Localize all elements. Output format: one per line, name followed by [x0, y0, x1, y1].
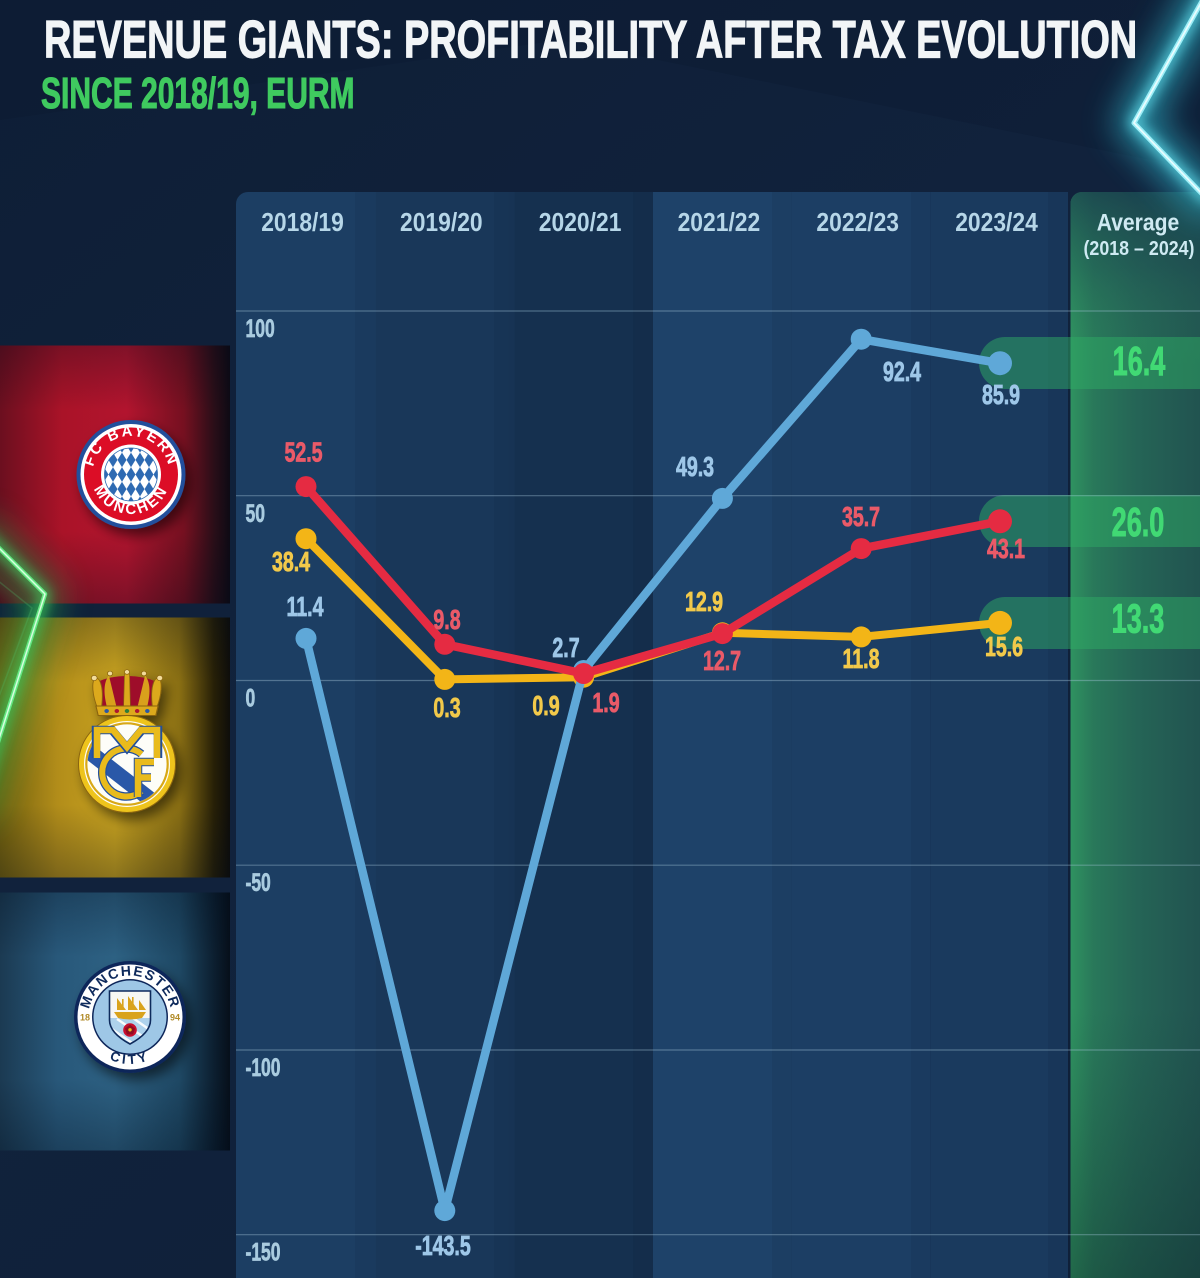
svg-text:92.4: 92.4 [883, 357, 922, 388]
svg-text:52.5: 52.5 [284, 437, 322, 468]
svg-text:-100: -100 [246, 1053, 281, 1082]
svg-text:49.3: 49.3 [676, 452, 714, 483]
svg-text:2019/20: 2019/20 [400, 209, 483, 238]
svg-text:94: 94 [170, 1013, 180, 1023]
svg-text:16.4: 16.4 [1113, 340, 1166, 385]
svg-text:CITY: CITY [108, 1048, 151, 1067]
svg-text:-150: -150 [246, 1238, 281, 1267]
svg-text:11.8: 11.8 [842, 644, 879, 675]
svg-text:18: 18 [80, 1013, 90, 1023]
svg-text:9.8: 9.8 [433, 605, 460, 636]
svg-text:43.1: 43.1 [987, 534, 1025, 565]
svg-text:11.4: 11.4 [286, 592, 324, 623]
svg-text:SINCE 2018/19, EURM: SINCE 2018/19, EURM [41, 68, 355, 117]
svg-text:2022/23: 2022/23 [816, 209, 899, 238]
svg-text:38.4: 38.4 [272, 547, 311, 578]
svg-text:-50: -50 [246, 868, 271, 897]
svg-text:2018/19: 2018/19 [261, 209, 344, 238]
svg-text:12.9: 12.9 [685, 587, 723, 618]
svg-text:REVENUE GIANTS: PROFITABILITY: REVENUE GIANTS: PROFITABILITY AFTER TAX … [44, 9, 1137, 69]
svg-text:Average: Average [1097, 209, 1180, 236]
svg-text:2021/22: 2021/22 [678, 209, 761, 238]
svg-text:2023/24: 2023/24 [955, 209, 1038, 238]
svg-text:15.6: 15.6 [985, 632, 1023, 663]
svg-text:0: 0 [246, 683, 256, 712]
svg-text:13.3: 13.3 [1112, 597, 1165, 642]
svg-text:-143.5: -143.5 [415, 1231, 471, 1262]
svg-text:85.9: 85.9 [982, 380, 1020, 411]
svg-text:26.0: 26.0 [1112, 501, 1165, 546]
svg-text:0.3: 0.3 [433, 693, 460, 724]
svg-text:12.7: 12.7 [703, 646, 741, 677]
svg-text:2.7: 2.7 [552, 633, 579, 664]
svg-text:100: 100 [246, 314, 275, 343]
svg-text:(2018 – 2024): (2018 – 2024) [1083, 238, 1194, 260]
svg-text:50: 50 [246, 499, 265, 528]
svg-text:0.9: 0.9 [532, 691, 559, 722]
svg-text:2020/21: 2020/21 [539, 209, 622, 238]
svg-text:35.7: 35.7 [842, 502, 880, 533]
svg-text:1.9: 1.9 [592, 688, 619, 719]
